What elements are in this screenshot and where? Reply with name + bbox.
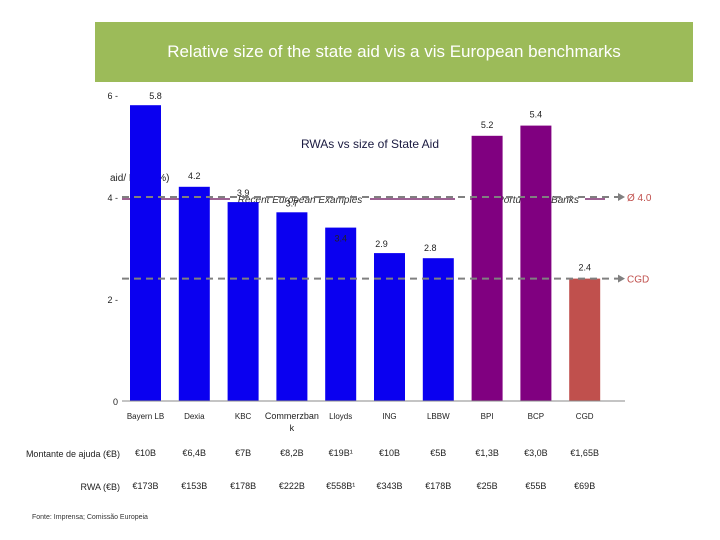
category-label-wrap: k <box>290 423 295 433</box>
chart-subtitle: RWAs vs size of State Aid <box>300 137 440 151</box>
reference-line-label-0: Ø 4.0 <box>627 193 652 204</box>
value-label: 5.4 <box>530 110 543 120</box>
bar-bcp <box>520 125 552 401</box>
table-cell: €10B <box>379 448 400 458</box>
table-cell: €19B¹ <box>329 448 353 458</box>
value-label: 3.9 <box>237 188 250 198</box>
y-tick-label: 2 - <box>107 295 118 305</box>
source-note: Fonte: Imprensa; Comissão Europeia <box>32 514 148 521</box>
bar-kbc <box>227 202 259 401</box>
value-label: 5.8 <box>149 91 162 101</box>
y-tick-label: 6 - <box>107 91 118 101</box>
value-label: 3.4 <box>334 234 347 244</box>
value-label: 5.2 <box>481 120 494 130</box>
aid-amount-row-label: Montante de ajuda (€B) <box>25 449 120 459</box>
bar-lloyds <box>325 227 357 401</box>
value-label: 4.2 <box>188 171 201 181</box>
table-cell: €222B <box>279 481 305 491</box>
table-cell: €153B <box>181 481 207 491</box>
bar-commerzban-k <box>276 212 308 401</box>
title-banner: Relative size of the state aid vis a vis… <box>95 22 693 82</box>
bar-dexia <box>178 186 210 401</box>
table-cell: €25B <box>477 481 498 491</box>
category-label: BPI <box>481 412 494 421</box>
value-label: 2.4 <box>578 263 591 273</box>
bar-bayern-lb <box>130 105 161 401</box>
table-cell: €55B <box>525 481 546 491</box>
table-cell: €6,4B <box>183 448 207 458</box>
table-cell: €178B <box>230 481 256 491</box>
table-cell: €3,0B <box>524 448 548 458</box>
table-cell: €7B <box>235 448 251 458</box>
reference-line-label-1: CGD <box>627 275 649 286</box>
category-label: BCP <box>528 412 544 421</box>
rwa-row-label: RWA (€B) <box>80 482 120 492</box>
table-cell: €1,65B <box>570 448 599 458</box>
table-cell: €558B¹ <box>326 481 355 491</box>
y-tick-label: 4 - <box>107 193 118 203</box>
category-label: Bayern LB <box>127 412 164 421</box>
table-cell: €1,3B <box>475 448 499 458</box>
table-cell: €69B <box>574 481 595 491</box>
category-label: Dexia <box>184 412 205 421</box>
category-label: ING <box>382 412 396 421</box>
reference-line-arrow-0 <box>618 193 625 201</box>
value-label: 2.8 <box>424 243 437 253</box>
bar-ing <box>374 253 405 401</box>
y-tick-label: 0 <box>113 397 118 407</box>
category-label: CGD <box>576 412 594 421</box>
bar-cgd <box>569 278 601 401</box>
table-cell: €8,2B <box>280 448 304 458</box>
group-label-european: Recent European Examples <box>238 195 363 206</box>
table-cell: €343B <box>376 481 402 491</box>
category-label: Lloyds <box>329 412 352 421</box>
value-label: 3.7 <box>286 198 299 208</box>
table-cell: €5B <box>430 448 446 458</box>
category-label: Commerzban <box>265 411 319 421</box>
category-label: KBC <box>235 412 252 421</box>
bar-lbbw <box>422 258 454 401</box>
category-label: LBBW <box>427 412 450 421</box>
bar-bpi <box>471 135 503 402</box>
value-label: 2.9 <box>375 239 388 249</box>
page-title: Relative size of the state aid vis a vis… <box>167 42 621 61</box>
table-cell: €178B <box>425 481 451 491</box>
reference-line-arrow-1 <box>618 274 625 283</box>
table-cell: €10B <box>135 448 156 458</box>
table-cell: €173B <box>132 481 158 491</box>
